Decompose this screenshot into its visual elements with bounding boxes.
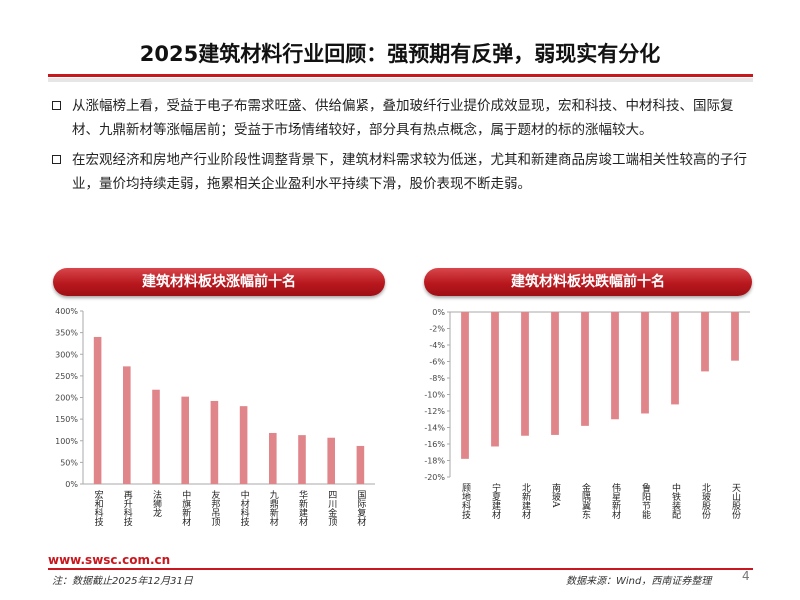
category-label: 金隅冀东 [580, 482, 591, 519]
category-label: 九鼎新材 [268, 490, 279, 526]
category-label: 北玻股份 [700, 483, 711, 520]
category-label: 南玻A [550, 482, 561, 508]
gainers-chart-title: 建筑材料板块涨幅前十名 [53, 268, 385, 296]
y-tick-label: 400% [55, 307, 78, 316]
y-tick-label: -16% [424, 440, 445, 449]
bar-再升科技 [123, 366, 131, 484]
y-tick-label: 350% [55, 329, 78, 338]
bar-中材科技 [239, 406, 248, 484]
bar-北玻股份 [701, 312, 709, 372]
category-label: 再升科技 [122, 490, 133, 527]
y-tick-label: -10% [424, 391, 445, 400]
y-tick-label: -14% [424, 424, 445, 433]
category-label: 北新建材 [520, 483, 531, 519]
bullet-text: 从涨幅榜上看，受益于电子布需求旺盛、供给偏紧，叠加玻纤行业提价成效显现，宏和科技… [72, 98, 734, 138]
y-tick-label: -6% [429, 358, 445, 367]
y-tick-label: 100% [55, 437, 78, 446]
bullet-item: 在宏观经济和房地产行业阶段性调整背景下，建筑材料需求较为低迷，尤其和新建商品房竣… [50, 148, 755, 196]
category-label: 宁夏建材 [490, 482, 501, 519]
bar-华新建材 [298, 435, 306, 484]
bar-中铁装配 [671, 312, 679, 405]
square-bullet-icon [52, 155, 61, 164]
bar-北新建材 [521, 312, 529, 436]
losers-chart-title: 建筑材料板块跌幅前十名 [424, 268, 752, 296]
y-tick-label: -8% [429, 374, 445, 383]
bar-伟星新材 [611, 312, 619, 420]
footer-divider [48, 568, 753, 570]
bar-友邦吊顶 [210, 400, 219, 484]
y-tick-label: -12% [424, 407, 445, 416]
y-tick-label: -4% [429, 341, 445, 350]
y-tick-label: -20% [424, 473, 445, 482]
y-tick-label: 150% [55, 415, 78, 424]
bullet-item: 从涨幅榜上看，受益于电子布需求旺盛、供给偏紧，叠加玻纤行业提价成效显现，宏和科技… [50, 94, 755, 142]
page-title: 2025建筑材料行业回顾：强预期有反弹，弱现实有分化 [139, 42, 661, 66]
y-tick-label: 0% [65, 480, 78, 489]
y-tick-label: 250% [55, 372, 78, 381]
bar-九鼎新材 [269, 432, 277, 484]
page-number: 4 [742, 569, 750, 583]
bar-四川金顶 [327, 437, 335, 484]
category-label: 顾地科技 [460, 483, 471, 520]
y-tick-label: -2% [429, 325, 445, 334]
category-label: 友邦吊顶 [209, 489, 220, 527]
bar-中旗新材 [181, 396, 189, 484]
square-bullet-icon [52, 101, 61, 110]
footnote: 注：数据截止2025年12月31日 [52, 576, 193, 587]
category-label: 国际复材 [355, 490, 366, 526]
bullet-text: 在宏观经济和房地产行业阶段性调整背景下，建筑材料需求较为低迷，尤其和新建商品房竣… [72, 152, 747, 192]
y-tick-label: 300% [55, 350, 78, 359]
category-label: 法狮龙 [151, 489, 162, 517]
category-label: 宏和科技 [93, 489, 104, 527]
bar-南玻A [551, 312, 559, 435]
bar-金隅冀东 [581, 312, 589, 426]
losers-bar-chart: 0% -2% -4% -6% -8% -10% -12% -14% -16% -18% -20% 顾地… [424, 308, 750, 520]
category-label: 鲁阳节能 [640, 482, 651, 520]
bar-顾地科技 [461, 312, 469, 459]
category-label: 伟星新材 [610, 482, 621, 519]
y-tick-label: 50% [60, 458, 78, 467]
category-label: 中铁装配 [670, 482, 681, 520]
bar-法狮龙 [152, 389, 160, 484]
category-label: 中材科技 [239, 489, 250, 527]
y-tick-label: -18% [424, 457, 445, 466]
bar-鲁阳节能 [641, 312, 649, 414]
category-label: 天山股份 [730, 483, 741, 520]
category-label: 中旗新材 [180, 489, 191, 526]
gainers-bar-chart: 0% 50% 100% 150% 200% 250% 300% 350% 400% 宏和科技 再升科… [55, 307, 375, 527]
bar-宁夏建材 [491, 312, 499, 447]
bullet-list: 从涨幅榜上看，受益于电子布需求旺盛、供给偏紧，叠加玻纤行业提价成效显现，宏和科技… [50, 94, 755, 202]
bar-国际复材 [356, 445, 365, 484]
y-tick-label: 0% [432, 308, 445, 317]
title-divider [48, 74, 753, 82]
data-source: 数据来源：Wind，西南证券整理 [566, 576, 712, 587]
category-label: 四川金顶 [326, 490, 337, 527]
bar-天山股份 [731, 312, 739, 361]
category-label: 华新建材 [297, 489, 308, 526]
y-tick-label: 200% [55, 394, 78, 403]
website-link[interactable]: www.swsc.com.cn [48, 553, 171, 567]
bar-宏和科技 [93, 336, 102, 484]
